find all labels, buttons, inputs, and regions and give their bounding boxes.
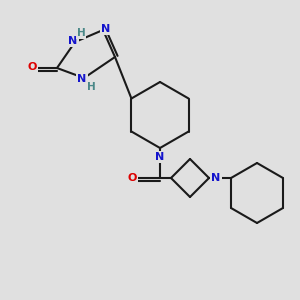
- Text: H: H: [76, 28, 85, 38]
- Text: O: O: [27, 62, 37, 72]
- Text: H: H: [87, 82, 95, 92]
- Text: N: N: [155, 152, 165, 162]
- Text: N: N: [212, 173, 220, 183]
- Text: N: N: [68, 36, 78, 46]
- Text: N: N: [101, 24, 111, 34]
- Text: N: N: [77, 74, 87, 84]
- Text: O: O: [127, 173, 137, 183]
